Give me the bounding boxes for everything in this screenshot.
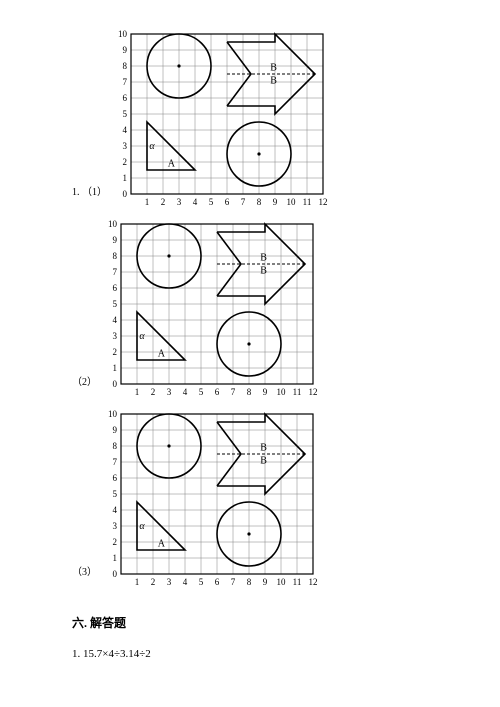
svg-text:7: 7 — [231, 577, 236, 587]
svg-text:B: B — [260, 443, 267, 454]
svg-text:3: 3 — [167, 577, 172, 587]
svg-text:4: 4 — [183, 577, 188, 587]
svg-text:8: 8 — [247, 577, 252, 587]
svg-text:12: 12 — [309, 387, 318, 397]
equation-number: 1. — [72, 648, 80, 660]
svg-text:A: A — [168, 159, 176, 170]
svg-text:0: 0 — [123, 189, 128, 199]
svg-text:2: 2 — [151, 577, 156, 587]
grid-figure: 109876543210123456789101112αABB — [111, 30, 327, 208]
svg-text:1: 1 — [135, 387, 140, 397]
svg-text:10: 10 — [108, 220, 118, 229]
svg-text:9: 9 — [113, 235, 118, 245]
svg-text:3: 3 — [167, 387, 172, 397]
svg-text:B: B — [260, 455, 267, 466]
figure-label: （2） — [72, 373, 97, 388]
svg-text:1: 1 — [123, 173, 128, 183]
svg-text:1: 1 — [135, 577, 140, 587]
svg-text:11: 11 — [293, 387, 302, 397]
svg-text:8: 8 — [113, 441, 118, 451]
svg-text:α: α — [139, 331, 145, 342]
figure-block: （2）109876543210123456789101112αABB — [72, 220, 317, 398]
svg-text:6: 6 — [123, 93, 128, 103]
figure-label: （3） — [72, 563, 97, 578]
svg-text:9: 9 — [263, 577, 268, 587]
svg-text:7: 7 — [113, 267, 118, 277]
svg-text:B: B — [270, 63, 277, 74]
svg-text:3: 3 — [177, 197, 182, 207]
svg-text:A: A — [158, 349, 166, 360]
svg-text:3: 3 — [123, 141, 128, 151]
svg-text:11: 11 — [303, 197, 312, 207]
svg-text:12: 12 — [319, 197, 328, 207]
svg-text:B: B — [270, 75, 277, 86]
svg-text:α: α — [139, 521, 145, 532]
svg-text:9: 9 — [273, 197, 278, 207]
svg-text:B: B — [260, 253, 267, 264]
svg-text:8: 8 — [113, 251, 118, 261]
svg-text:8: 8 — [123, 61, 128, 71]
svg-text:6: 6 — [225, 197, 230, 207]
equation-text: 15.7×4÷3.14÷2 — [83, 648, 151, 660]
svg-text:5: 5 — [209, 197, 214, 207]
equation-line: 1. 15.7×4÷3.14÷2 — [72, 648, 151, 660]
svg-text:11: 11 — [293, 577, 302, 587]
svg-text:1: 1 — [113, 363, 118, 373]
svg-text:6: 6 — [215, 387, 220, 397]
svg-text:α: α — [149, 141, 155, 152]
svg-text:5: 5 — [113, 489, 118, 499]
svg-text:4: 4 — [113, 315, 118, 325]
svg-text:10: 10 — [108, 410, 118, 419]
svg-text:7: 7 — [241, 197, 246, 207]
svg-text:9: 9 — [263, 387, 268, 397]
grid-figure: 109876543210123456789101112αABB — [101, 220, 317, 398]
svg-text:4: 4 — [183, 387, 188, 397]
svg-text:5: 5 — [113, 299, 118, 309]
svg-text:10: 10 — [277, 387, 287, 397]
svg-text:7: 7 — [231, 387, 236, 397]
svg-text:7: 7 — [123, 77, 128, 87]
svg-text:12: 12 — [309, 577, 318, 587]
svg-text:6: 6 — [113, 283, 118, 293]
svg-text:6: 6 — [215, 577, 220, 587]
svg-text:2: 2 — [161, 197, 166, 207]
section-heading: 六. 解答题 — [72, 614, 126, 631]
svg-text:3: 3 — [113, 331, 118, 341]
svg-text:5: 5 — [199, 387, 204, 397]
svg-text:3: 3 — [113, 521, 118, 531]
svg-text:7: 7 — [113, 457, 118, 467]
svg-text:10: 10 — [118, 30, 128, 39]
figure-block: 1. （1）109876543210123456789101112αABB — [72, 30, 327, 208]
svg-text:2: 2 — [123, 157, 128, 167]
svg-text:10: 10 — [277, 577, 287, 587]
figure-label: 1. （1） — [72, 183, 107, 198]
svg-text:6: 6 — [113, 473, 118, 483]
svg-text:4: 4 — [193, 197, 198, 207]
svg-text:2: 2 — [113, 537, 118, 547]
svg-text:9: 9 — [113, 425, 118, 435]
svg-text:1: 1 — [145, 197, 150, 207]
svg-text:0: 0 — [113, 379, 118, 389]
svg-text:1: 1 — [113, 553, 118, 563]
svg-text:8: 8 — [247, 387, 252, 397]
svg-text:10: 10 — [287, 197, 297, 207]
svg-text:4: 4 — [123, 125, 128, 135]
svg-text:2: 2 — [151, 387, 156, 397]
svg-text:9: 9 — [123, 45, 128, 55]
svg-text:A: A — [158, 539, 166, 550]
figure-block: （3）109876543210123456789101112αABB — [72, 410, 317, 588]
svg-text:B: B — [260, 265, 267, 276]
svg-text:4: 4 — [113, 505, 118, 515]
svg-text:8: 8 — [257, 197, 262, 207]
svg-text:5: 5 — [123, 109, 128, 119]
svg-text:5: 5 — [199, 577, 204, 587]
svg-text:0: 0 — [113, 569, 118, 579]
grid-figure: 109876543210123456789101112αABB — [101, 410, 317, 588]
svg-text:2: 2 — [113, 347, 118, 357]
